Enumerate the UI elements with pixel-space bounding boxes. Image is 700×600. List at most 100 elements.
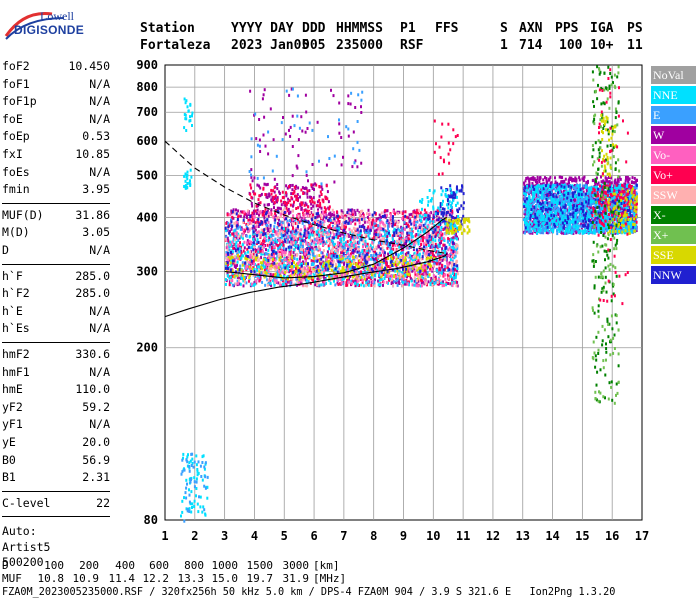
echo-point <box>360 225 363 229</box>
echo-point <box>254 209 257 213</box>
echo-point <box>397 212 400 216</box>
echo-point <box>336 224 339 228</box>
echo-point <box>186 105 189 109</box>
echo-point <box>456 284 459 288</box>
echo-point <box>250 155 253 159</box>
echo-point <box>259 201 262 205</box>
echo-point <box>185 496 188 500</box>
echo-point <box>302 216 305 220</box>
echo-point <box>426 236 429 240</box>
echo-point <box>337 278 340 282</box>
echo-point <box>336 221 339 225</box>
echo-point <box>364 284 367 288</box>
echo-point <box>304 93 307 97</box>
echo-point <box>418 266 421 270</box>
echo-point <box>236 220 238 224</box>
echo-point <box>267 269 270 273</box>
echo-point <box>427 253 430 257</box>
echo-point <box>264 261 267 265</box>
echo-point <box>349 275 352 278</box>
echo-point <box>240 227 243 231</box>
echo-point <box>405 239 408 243</box>
echo-point <box>320 283 323 287</box>
echo-point <box>323 228 326 232</box>
echo-point <box>261 280 264 284</box>
echo-point <box>329 216 332 220</box>
echo-point <box>182 452 185 456</box>
param-value: 59.2 <box>82 399 110 414</box>
echo-point <box>284 233 287 237</box>
echo-point <box>258 270 261 274</box>
echo-point <box>266 226 268 230</box>
echo-point <box>397 280 400 284</box>
echo-point <box>382 283 384 287</box>
echo-point <box>238 268 241 272</box>
echo-point <box>232 259 235 263</box>
echo-point <box>316 241 319 245</box>
param-label: fmin <box>2 182 30 197</box>
echo-point <box>368 257 371 261</box>
echo-point <box>404 210 407 214</box>
echo-point <box>412 256 415 260</box>
echo-point <box>413 218 416 222</box>
echo-point <box>229 229 231 233</box>
echo-point <box>320 251 323 255</box>
echo-point <box>204 461 207 465</box>
echo-point <box>259 210 262 214</box>
echo-point <box>233 255 236 259</box>
echo-point <box>270 208 273 212</box>
echo-point <box>229 261 232 265</box>
echo-point <box>288 128 290 132</box>
echo-point <box>355 275 358 279</box>
echo-point <box>303 213 306 217</box>
echo-point <box>428 273 431 277</box>
echo-point <box>324 213 327 217</box>
echo-point <box>242 218 245 222</box>
echo-point <box>282 227 285 231</box>
echo-point <box>386 209 389 213</box>
echo-point <box>226 228 229 232</box>
echo-point <box>280 226 283 230</box>
echo-point <box>333 180 336 184</box>
echo-point <box>252 224 255 228</box>
echo-point <box>301 255 304 259</box>
param-value: N/A <box>89 303 110 318</box>
echo-point <box>375 228 378 232</box>
echo-point <box>258 144 261 148</box>
echo-point <box>332 94 335 98</box>
echo-point <box>434 261 437 265</box>
echo-point <box>203 465 206 469</box>
echo-point <box>363 225 366 229</box>
echo-point <box>238 250 241 254</box>
echo-point <box>331 259 334 263</box>
echo-point <box>368 231 371 235</box>
echo-point <box>273 225 276 229</box>
echo-point <box>382 227 385 231</box>
echo-point <box>291 254 294 258</box>
echo-point <box>391 264 394 267</box>
echo-point <box>328 240 331 244</box>
echo-point <box>441 258 444 262</box>
echo-point <box>600 175 602 179</box>
echo-point <box>255 137 258 141</box>
echo-point <box>437 277 440 281</box>
echo-point <box>197 510 200 514</box>
echo-point <box>336 242 339 246</box>
echo-point <box>452 246 455 250</box>
echo-point <box>252 209 255 213</box>
echo-point <box>226 261 229 265</box>
echo-point <box>387 231 390 235</box>
echo-point <box>267 214 270 218</box>
echo-point <box>302 269 305 273</box>
echo-point <box>276 225 279 229</box>
echo-point <box>405 225 408 229</box>
echo-point <box>398 228 401 232</box>
echo-point <box>365 281 368 285</box>
echo-point <box>374 258 377 262</box>
echo-point <box>417 256 419 260</box>
echo-point <box>261 244 264 248</box>
echo-point <box>368 249 371 253</box>
echo-point <box>375 217 378 221</box>
echo-point <box>259 240 262 244</box>
echo-point <box>231 244 234 248</box>
